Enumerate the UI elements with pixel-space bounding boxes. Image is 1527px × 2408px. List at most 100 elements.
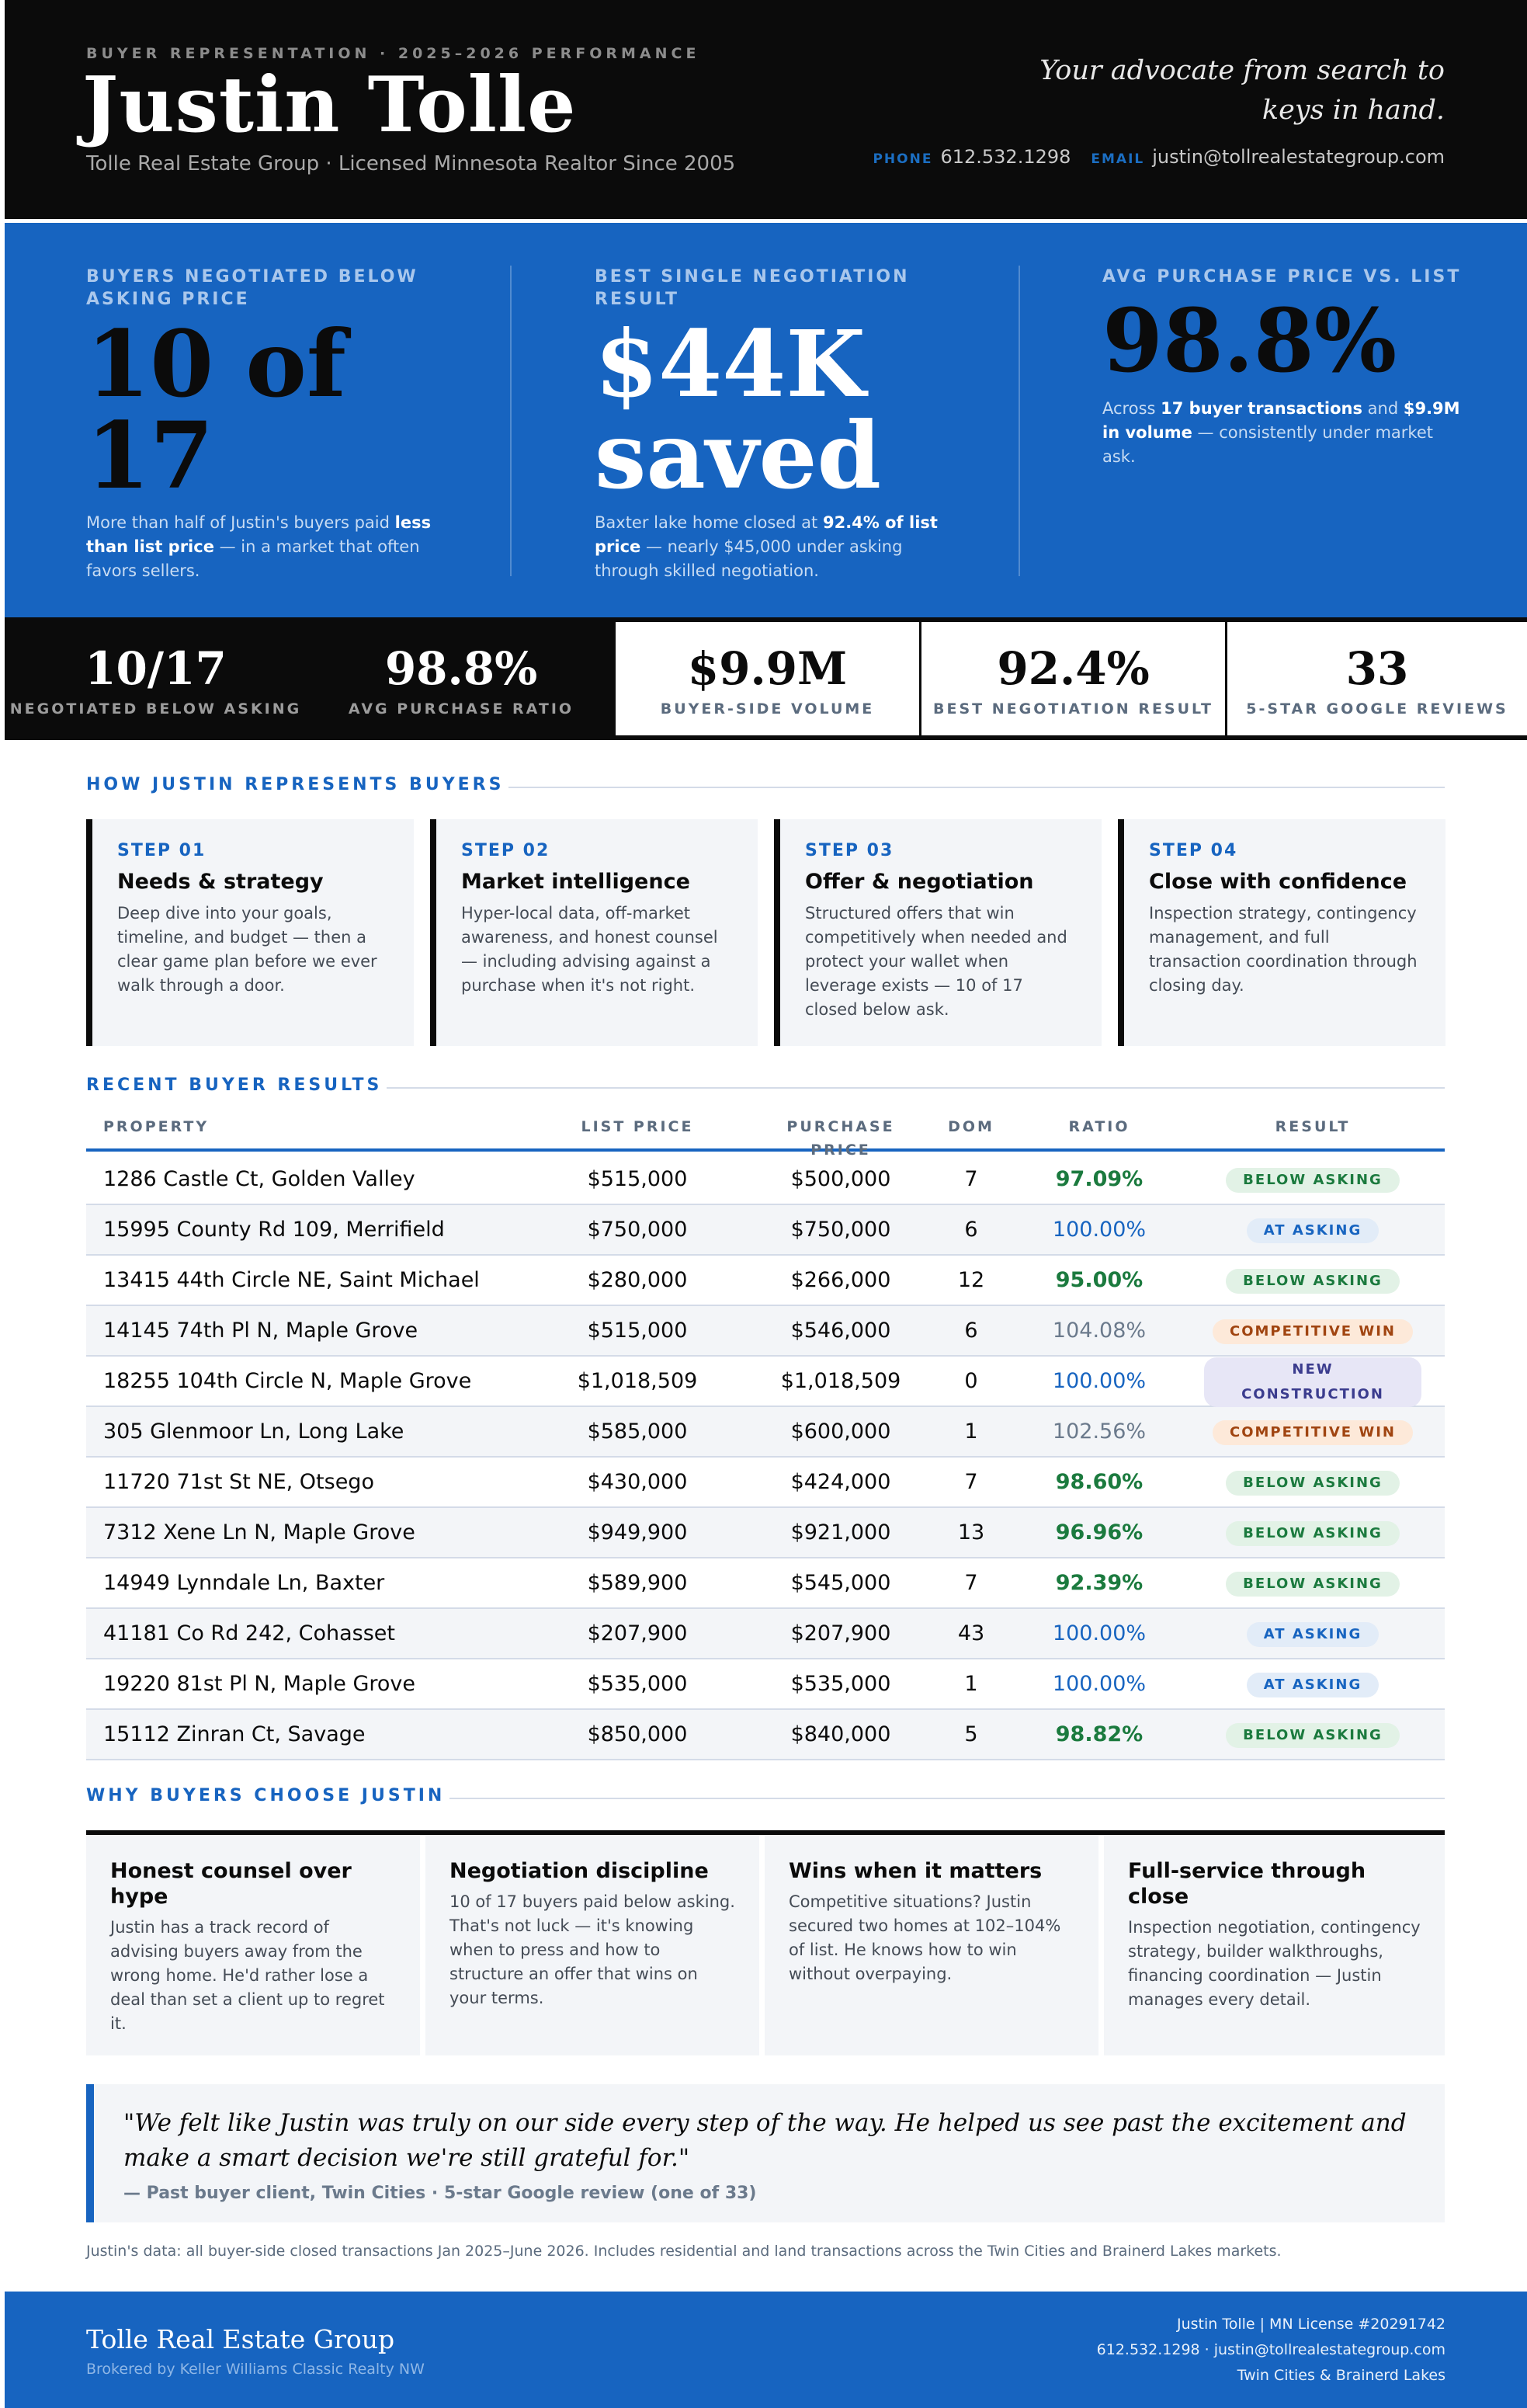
cell-result: AT ASKING [1204, 1205, 1421, 1254]
stat-best-result: 92.4% BEST NEGOTIATION RESULT [921, 622, 1225, 735]
table-row: 13415 44th Circle NE, Saint Michael $280,… [86, 1256, 1445, 1306]
step-card: STEP 04 Close with confidence Inspection… [1118, 819, 1445, 1046]
result-badge: COMPETITIVE WIN [1213, 1319, 1413, 1344]
stat-value: 92.4% [997, 642, 1150, 695]
hero-metric-value: 98.8% [1102, 290, 1397, 392]
section-rule [86, 1798, 1445, 1799]
email-link[interactable]: justin@tollrealestategroup.com [1152, 146, 1445, 168]
cell-dom: 1 [964, 1419, 978, 1444]
cell-purchase-price: $545,000 [790, 1571, 891, 1595]
cell-ratio: 100.00% [1052, 1672, 1147, 1696]
section-title-results: RECENT BUYER RESULTS [86, 1075, 387, 1095]
result-badge: AT ASKING [1246, 1218, 1380, 1243]
cell-purchase-price: $750,000 [790, 1218, 891, 1242]
stat-label: NEGOTIATED BELOW ASKING [9, 700, 302, 718]
stat-label: BEST NEGOTIATION RESULT [933, 700, 1213, 718]
step-desc: Inspection strategy, contingency managem… [1149, 904, 1418, 995]
cell-ratio: 92.39% [1055, 1571, 1144, 1595]
result-badge: AT ASKING [1246, 1621, 1380, 1647]
header-banner: BUYER REPRESENTATION · 2025–2026 PERFORM… [5, 0, 1527, 219]
cell-result: NEW CONSTRUCTION [1204, 1357, 1421, 1407]
table-row: 18255 104th Circle N, Maple Grove $1,018,… [86, 1357, 1445, 1407]
cell-list-price: $1,018,509 [577, 1369, 698, 1393]
why-top-rule [86, 1830, 1445, 1835]
cell-property: 7312 Xene Ln N, Maple Grove [103, 1520, 415, 1545]
footer-brand: Tolle Real Estate Group [86, 2324, 395, 2354]
why-title: Honest counsel over hype [110, 1859, 352, 1909]
step-title: Close with confidence [1149, 870, 1407, 894]
step-desc: Deep dive into your goals, timeline, and… [117, 904, 377, 995]
stats-row: 10/17 NEGOTIATED BELOW ASKING 98.8% AVG … [5, 617, 1527, 740]
cell-list-price: $207,900 [587, 1621, 688, 1645]
cell-result: BELOW ASKING [1204, 1256, 1421, 1305]
quote-text: "We felt like Justin was truly on our si… [123, 2109, 1407, 2172]
email-label: EMAIL [1091, 151, 1145, 167]
result-badge: BELOW ASKING [1226, 1268, 1400, 1294]
testimonial-quote: "We felt like Justin was truly on our si… [86, 2084, 1445, 2222]
stat-value: 33 [1345, 642, 1409, 695]
step-number: STEP 03 [805, 841, 894, 860]
quote-attribution: — Past buyer client, Twin Cities · 5-sta… [123, 2184, 757, 2203]
results-table-header: PROPERTY LIST PRICE PURCHASE PRICE DOM R… [86, 1115, 1445, 1159]
step-card: STEP 03 Offer & negotiation Structured o… [774, 819, 1102, 1046]
footer-markets: Twin Cities & Brainerd Lakes [1237, 2367, 1445, 2384]
result-badge: BELOW ASKING [1226, 1571, 1400, 1597]
step-number: STEP 01 [117, 841, 206, 860]
header-eyebrow: BUYER REPRESENTATION · 2025–2026 PERFORM… [86, 45, 700, 62]
hero-metric-value: 10 of 17 [86, 310, 346, 509]
hero-metric-desc: Across 17 buyer transactions and $9.9M i… [1102, 399, 1460, 466]
why-desc: Justin has a track record of advising bu… [110, 1918, 385, 2033]
stat-value: 10/17 [85, 642, 227, 695]
cell-dom: 12 [957, 1268, 985, 1292]
header-contact: PHONE 612.532.1298 EMAIL justin@tollrealest… [873, 146, 1445, 168]
col-header-dom: DOM [948, 1118, 994, 1135]
why-title: Full-service through close [1128, 1859, 1366, 1909]
phone-link[interactable]: 612.532.1298 [940, 146, 1071, 168]
cell-result: BELOW ASKING [1204, 1710, 1421, 1759]
why-title: Wins when it matters [789, 1859, 1043, 1883]
table-row: 41181 Co Rd 242, Cohasset $207,900 $207,90… [86, 1609, 1445, 1659]
hero-metric-desc: More than half of Justin's buyers paid l… [86, 513, 432, 580]
hero-metric-label: BUYERS NEGOTIATED BELOW ASKING PRICE [86, 267, 418, 309]
cell-result: BELOW ASKING [1204, 1458, 1421, 1506]
hero-metric-desc: Baxter lake home closed at 92.4% of list… [595, 513, 938, 580]
cell-dom: 7 [964, 1470, 978, 1494]
stat-label: AVG PURCHASE RATIO [348, 700, 574, 718]
cell-ratio: 100.00% [1052, 1369, 1147, 1393]
section-title-how: HOW JUSTIN REPRESENTS BUYERS [86, 775, 509, 794]
why-desc: Competitive situations? Justin secured t… [789, 1892, 1061, 1983]
why-title: Negotiation discipline [449, 1859, 709, 1883]
cell-dom: 6 [964, 1218, 978, 1242]
cell-property: 14949 Lynndale Ln, Baxter [103, 1571, 385, 1595]
result-badge: BELOW ASKING [1226, 1470, 1400, 1496]
cell-purchase-price: $500,000 [790, 1167, 891, 1191]
section-title-why: WHY BUYERS CHOOSE JUSTIN [86, 1786, 450, 1805]
result-badge: BELOW ASKING [1226, 1520, 1400, 1546]
result-badge: AT ASKING [1246, 1672, 1380, 1697]
table-row: 7312 Xene Ln N, Maple Grove $949,900 $921,… [86, 1508, 1445, 1558]
cell-property: 41181 Co Rd 242, Cohasset [103, 1621, 395, 1645]
cell-property: 19220 81st Pl N, Maple Grove [103, 1672, 416, 1696]
cell-result: BELOW ASKING [1204, 1508, 1421, 1557]
cell-list-price: $949,900 [587, 1520, 688, 1545]
cell-ratio: 102.56% [1052, 1419, 1147, 1444]
cell-list-price: $585,000 [587, 1419, 688, 1444]
footer-license: Justin Tolle | MN License #20291742 [1176, 2316, 1445, 2333]
why-card: Full-service through close Inspection ne… [1104, 1835, 1445, 2055]
cell-purchase-price: $266,000 [790, 1268, 891, 1292]
cell-property: 15112 Zinran Ct, Savage [103, 1722, 366, 1746]
hero-metric-avg-ratio: AVG PURCHASE PRICE VS. LIST 98.8% Across… [1102, 266, 1527, 469]
header-tagline: Your advocate from search to keys in han… [1039, 55, 1445, 126]
stat-avg-ratio: 98.8% AVG PURCHASE RATIO [309, 622, 613, 735]
hero-metric-best-negotiation: BEST SINGLE NEGOTIATION RESULT $44K save… [595, 266, 1029, 583]
footer-phone-email[interactable]: 612.532.1298 · justin@tollrealestategrou… [1096, 2341, 1445, 2358]
cell-list-price: $535,000 [587, 1672, 688, 1696]
col-header-result: RESULT [1275, 1118, 1351, 1135]
cell-property: 11720 71st St NE, Otsego [103, 1470, 374, 1494]
cell-dom: 1 [964, 1672, 978, 1696]
stat-label: 5-STAR GOOGLE REVIEWS [1246, 700, 1508, 718]
cell-dom: 7 [964, 1571, 978, 1595]
step-desc: Structured offers that win competitively… [805, 904, 1067, 1019]
table-row: 15112 Zinran Ct, Savage $850,000 $840,000 5… [86, 1710, 1445, 1760]
cell-ratio: 100.00% [1052, 1621, 1147, 1645]
